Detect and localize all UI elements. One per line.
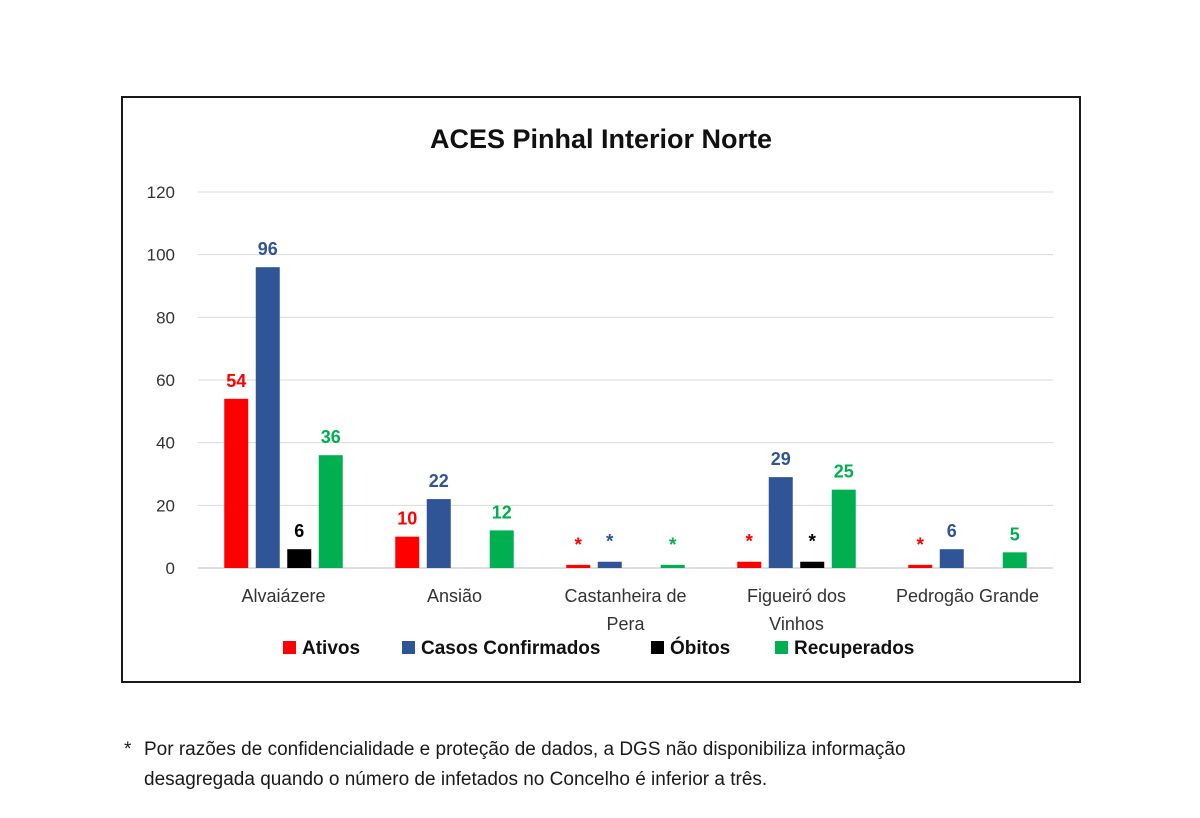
- x-tick-label: Pedrogão Grande: [896, 586, 1039, 606]
- legend-swatch: [402, 641, 415, 654]
- y-tick-label: 20: [156, 496, 175, 515]
- y-tick-label: 40: [156, 434, 175, 453]
- footnote: * Por razões de confidencialidade e prote…: [124, 735, 1084, 795]
- legend-swatch: [775, 641, 788, 654]
- data-label: *: [746, 532, 754, 553]
- y-tick-label: 80: [156, 308, 175, 327]
- bar-recuperados: [831, 489, 856, 568]
- legend-swatch: [651, 641, 664, 654]
- data-label: 6: [947, 521, 957, 541]
- bar-ativos: [395, 536, 420, 568]
- x-tick-label: Vinhos: [769, 614, 824, 634]
- data-label: 96: [258, 239, 278, 259]
- bar-casos-confirmados: [426, 499, 451, 568]
- bar-casos-confirmados: [597, 561, 622, 568]
- bar-óbitos: [287, 549, 312, 568]
- bar-ativos: [566, 564, 591, 568]
- bar-casos-confirmados: [768, 477, 793, 568]
- x-tick-label: Alvaiázere: [241, 586, 325, 606]
- data-label: 12: [492, 502, 512, 522]
- data-label: 54: [226, 371, 246, 391]
- legend-label: Recuperados: [794, 638, 914, 659]
- y-tick-label: 60: [156, 371, 175, 390]
- footnote-line-2: desagregada quando o número de infetados…: [144, 769, 768, 790]
- data-label: 10: [397, 509, 417, 529]
- bar-chart: ACES Pinhal Interior Norte 0 20 40 60 80 100 12…: [147, 124, 1053, 659]
- data-label: *: [917, 535, 925, 556]
- bar-recuperados: [660, 564, 685, 568]
- x-tick-label: Ansião: [427, 586, 482, 606]
- chart-frame: ACES Pinhal Interior Norte 0 20 40 60 80 100 12…: [121, 96, 1081, 683]
- x-tick-label: Figueiró dos: [747, 586, 846, 606]
- data-label: *: [575, 535, 583, 556]
- footnote-line-1: * Por razões de confidencialidade e prote…: [124, 735, 1084, 765]
- data-label: 6: [294, 521, 304, 541]
- legend-label: Ativos: [302, 638, 360, 659]
- footnote-marker: *: [124, 739, 132, 760]
- legend-label: Casos Confirmados: [421, 638, 600, 659]
- data-label: 29: [771, 449, 791, 469]
- legend-swatch: [283, 641, 296, 654]
- bar-recuperados: [489, 530, 514, 568]
- bar-ativos: [737, 561, 762, 568]
- bar-óbitos: [800, 561, 825, 568]
- y-tick-label: 0: [166, 559, 175, 578]
- data-label: 25: [834, 462, 854, 482]
- bar-recuperados: [318, 455, 343, 568]
- x-tick-label: Pera: [606, 614, 645, 634]
- x-tick-label: Castanheira de: [564, 586, 686, 606]
- data-label: 22: [429, 471, 449, 491]
- data-label: *: [809, 532, 817, 553]
- bar-ativos: [908, 564, 933, 568]
- y-tick-label: 120: [147, 183, 175, 202]
- legend-label: Óbitos: [670, 637, 730, 659]
- chart-title: ACES Pinhal Interior Norte: [430, 124, 772, 154]
- bar-casos-confirmados: [255, 267, 280, 568]
- bar-recuperados: [1002, 552, 1027, 568]
- data-label: *: [669, 535, 677, 556]
- footnote-text-1: Por razões de confidencialidade e proteç…: [144, 739, 906, 760]
- y-tick-label: 100: [147, 246, 175, 265]
- data-label: *: [606, 532, 614, 553]
- bar-ativos: [224, 398, 249, 568]
- bar-casos-confirmados: [939, 549, 964, 568]
- data-label: 36: [321, 427, 341, 447]
- data-label: 5: [1010, 524, 1020, 544]
